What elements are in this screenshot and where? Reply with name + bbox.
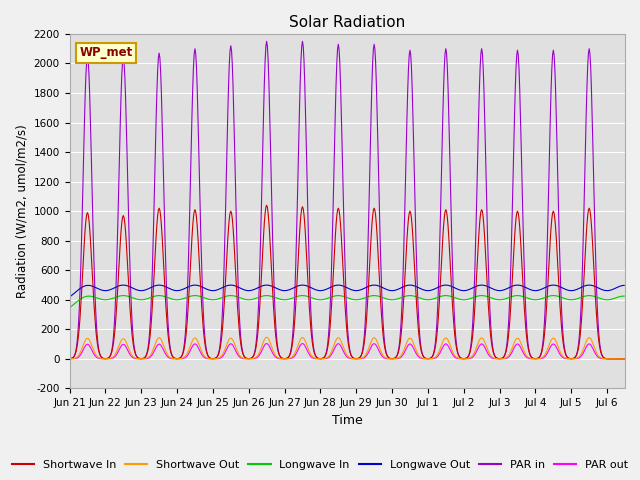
Legend: Shortwave In, Shortwave Out, Longwave In, Longwave Out, PAR in, PAR out: Shortwave In, Shortwave Out, Longwave In…	[7, 456, 633, 474]
Title: Solar Radiation: Solar Radiation	[289, 15, 405, 30]
X-axis label: Time: Time	[332, 414, 363, 427]
Text: WP_met: WP_met	[79, 47, 132, 60]
Y-axis label: Radiation (W/m2, umol/m2/s): Radiation (W/m2, umol/m2/s)	[15, 124, 28, 298]
